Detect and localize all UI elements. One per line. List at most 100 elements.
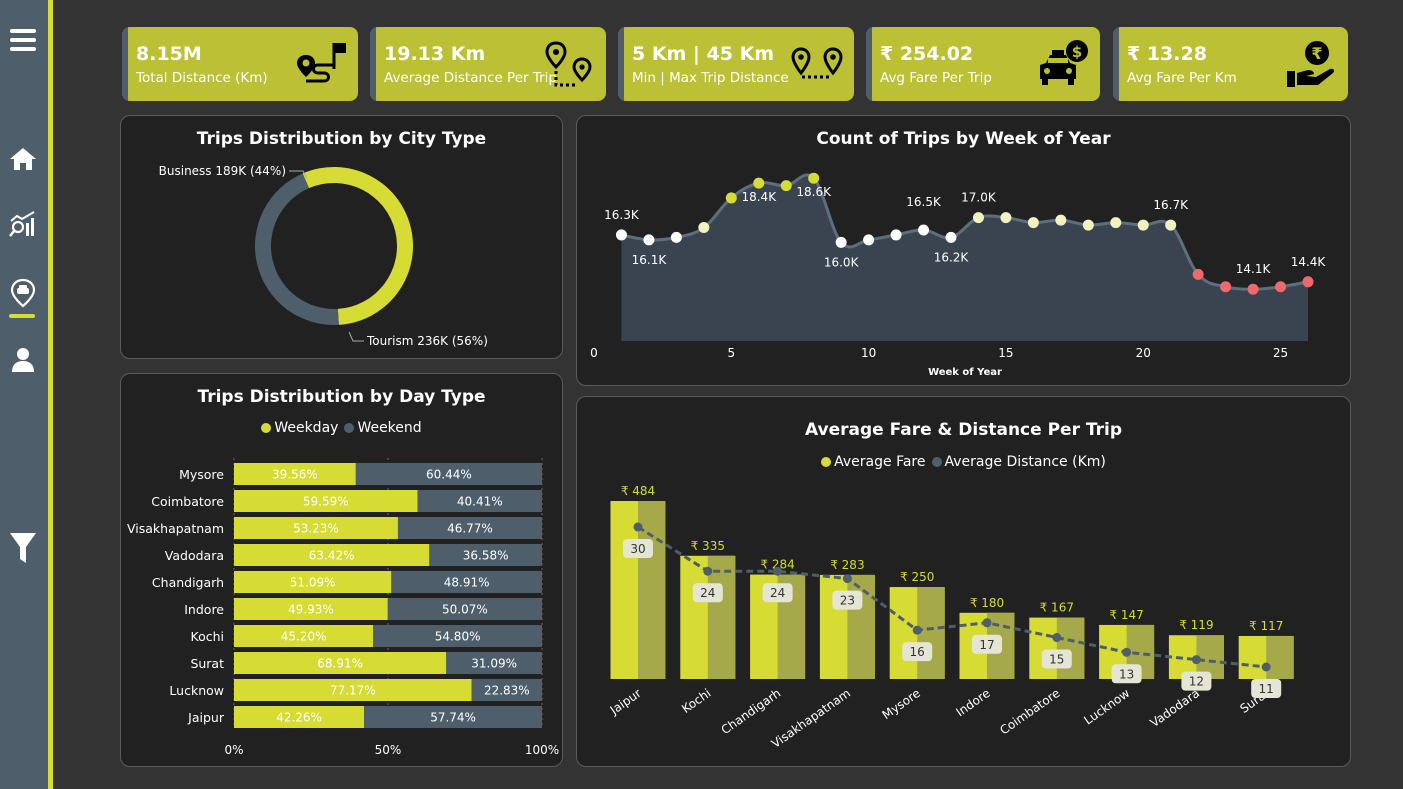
slice-label: Business 189K (44%) xyxy=(159,164,286,178)
legend-label: Average Fare xyxy=(834,454,926,470)
distance-point xyxy=(1122,647,1132,657)
distance-label-box xyxy=(1041,649,1072,669)
x-tick-label: 15 xyxy=(998,346,1013,360)
fare-value-label: ₹ 284 xyxy=(760,558,794,572)
data-point xyxy=(753,177,765,189)
fare-bar-shade xyxy=(707,555,736,679)
x-tick-label: 0 xyxy=(590,346,598,360)
data-point xyxy=(972,212,984,224)
distance-value-label: 24 xyxy=(700,586,715,600)
donut-chart: Business 189K (44%) Tourism 236K (56%) xyxy=(159,164,488,348)
fare-bar-shade xyxy=(1266,635,1294,679)
data-point xyxy=(780,180,792,192)
active-nav-indicator xyxy=(9,314,35,318)
filter-icon[interactable] xyxy=(8,530,38,566)
donut-slice-business xyxy=(254,173,339,326)
data-point xyxy=(1192,268,1204,280)
kpi-value: 5 Km | 45 Km xyxy=(632,43,775,65)
data-point xyxy=(670,231,682,243)
distance-value-label: 23 xyxy=(840,594,855,608)
legend-label: Weekday xyxy=(274,420,339,436)
distance-label-box xyxy=(1251,679,1282,698)
legend-item-weekday[interactable]: Weekday xyxy=(261,420,338,436)
svg-text:$: $ xyxy=(1072,43,1082,61)
bar-value-label: 53.23% xyxy=(293,522,339,536)
bar-segment-weekday xyxy=(234,625,374,647)
x-tick-label: 25 xyxy=(1273,346,1288,360)
bar-value-label: 49.93% xyxy=(288,603,334,617)
distance-value-label: 16 xyxy=(910,645,925,659)
data-point xyxy=(863,234,875,246)
legend-item-weekend[interactable]: Weekend xyxy=(344,420,422,436)
kpi-label: Min | Max Trip Distance xyxy=(632,70,789,86)
distance-value-label: 24 xyxy=(770,586,785,600)
bar-value-label: 77.17% xyxy=(330,684,376,698)
data-label: 18.4K xyxy=(741,190,777,204)
distance-label-box xyxy=(623,539,653,558)
data-point xyxy=(1027,217,1039,229)
bar-value-label: 36.58% xyxy=(463,549,509,563)
bar-value-label: 46.77% xyxy=(447,522,493,536)
data-point xyxy=(1082,219,1094,231)
kpi-label: Total Distance (Km) xyxy=(136,70,268,86)
weekly-area-chart: 16.3K 16.1K 18.4K 18.6K 16.0K 16.5K 16.2K 17.0K… xyxy=(590,172,1326,378)
x-tick-label: 100% xyxy=(525,743,559,757)
distance-point xyxy=(1261,662,1271,672)
data-label: 18.6K xyxy=(796,185,832,199)
data-label: 16.1K xyxy=(632,253,668,267)
legend-label: Weekend xyxy=(357,420,422,436)
distance-point xyxy=(773,566,783,576)
fare-distance-card: Average Fare & Distance Per Trip Average… xyxy=(576,396,1351,767)
bar-segment-weekday xyxy=(234,706,365,728)
fare-value-label: ₹ 167 xyxy=(1040,601,1074,615)
kpi-card-avg-fare-per-trip: ₹ 254.02 Avg Fare Per Trip $ xyxy=(866,27,1100,101)
data-label: 16.3K xyxy=(604,208,640,222)
category-label: Indore xyxy=(184,602,224,617)
fare-value-label: ₹ 147 xyxy=(1109,608,1143,622)
taxi-pin-icon[interactable] xyxy=(8,278,38,308)
legend-item-average-distance[interactable]: Average Distance (Km) xyxy=(931,454,1106,470)
legend-marker xyxy=(344,423,355,433)
category-label: Mysore xyxy=(880,686,923,722)
category-label: Indore xyxy=(953,686,992,719)
chart-legend: Weekday Weekend xyxy=(121,420,562,436)
chart-legend: Average Fare Average Distance (Km) xyxy=(577,454,1350,470)
home-icon[interactable] xyxy=(8,144,38,174)
category-label: Mysore xyxy=(179,467,224,482)
area-fill xyxy=(621,174,1308,341)
bar-segment-weekday xyxy=(234,463,356,485)
bar-segment-weekend xyxy=(387,598,542,620)
fare-value-label: ₹ 335 xyxy=(691,539,725,553)
distance-value-label: 11 xyxy=(1259,682,1274,696)
data-label: 16.2K xyxy=(934,250,970,264)
user-icon[interactable] xyxy=(8,345,38,375)
legend-marker xyxy=(261,423,272,433)
menu-icon[interactable] xyxy=(8,25,38,55)
category-label: Lucknow xyxy=(1081,686,1132,728)
legend-item-average-fare[interactable]: Average Fare xyxy=(821,454,926,470)
donut-slice-tourism xyxy=(302,167,413,325)
bar-segment-weekend xyxy=(355,463,542,485)
category-label: Jaipur xyxy=(187,710,225,725)
bar-segment-weekend xyxy=(397,517,542,539)
bar-value-label: 60.44% xyxy=(426,468,472,482)
data-point xyxy=(945,231,957,243)
leader-line xyxy=(348,331,364,342)
day-type-stacked-bar-chart: Mysore 39.56% 60.44% Coimbatore 59.59% 40.41%… xyxy=(127,458,559,757)
analytics-icon[interactable] xyxy=(8,209,38,239)
category-label: Coimbatore xyxy=(997,686,1062,738)
fare-value-label: ₹ 119 xyxy=(1179,618,1213,632)
fare-distance-combo-chart: ₹ 484 Jaipur ₹ 335 Kochi ₹ 284 Chandigarh ₹ 28… xyxy=(607,484,1294,751)
data-point xyxy=(835,236,847,248)
distance-value-label: 30 xyxy=(630,542,645,556)
fare-value-label: ₹ 250 xyxy=(900,570,934,584)
bar-segment-weekend xyxy=(417,490,542,512)
x-tick-label: 10 xyxy=(861,346,876,360)
fare-value-label: ₹ 283 xyxy=(830,558,864,572)
bar-value-label: 57.74% xyxy=(430,711,476,725)
distance-point xyxy=(703,566,713,576)
category-label: Chandigarh xyxy=(152,575,224,590)
data-point xyxy=(1165,219,1177,231)
bar-segment-weekday xyxy=(234,652,447,674)
bar-value-label: 40.41% xyxy=(457,495,503,509)
